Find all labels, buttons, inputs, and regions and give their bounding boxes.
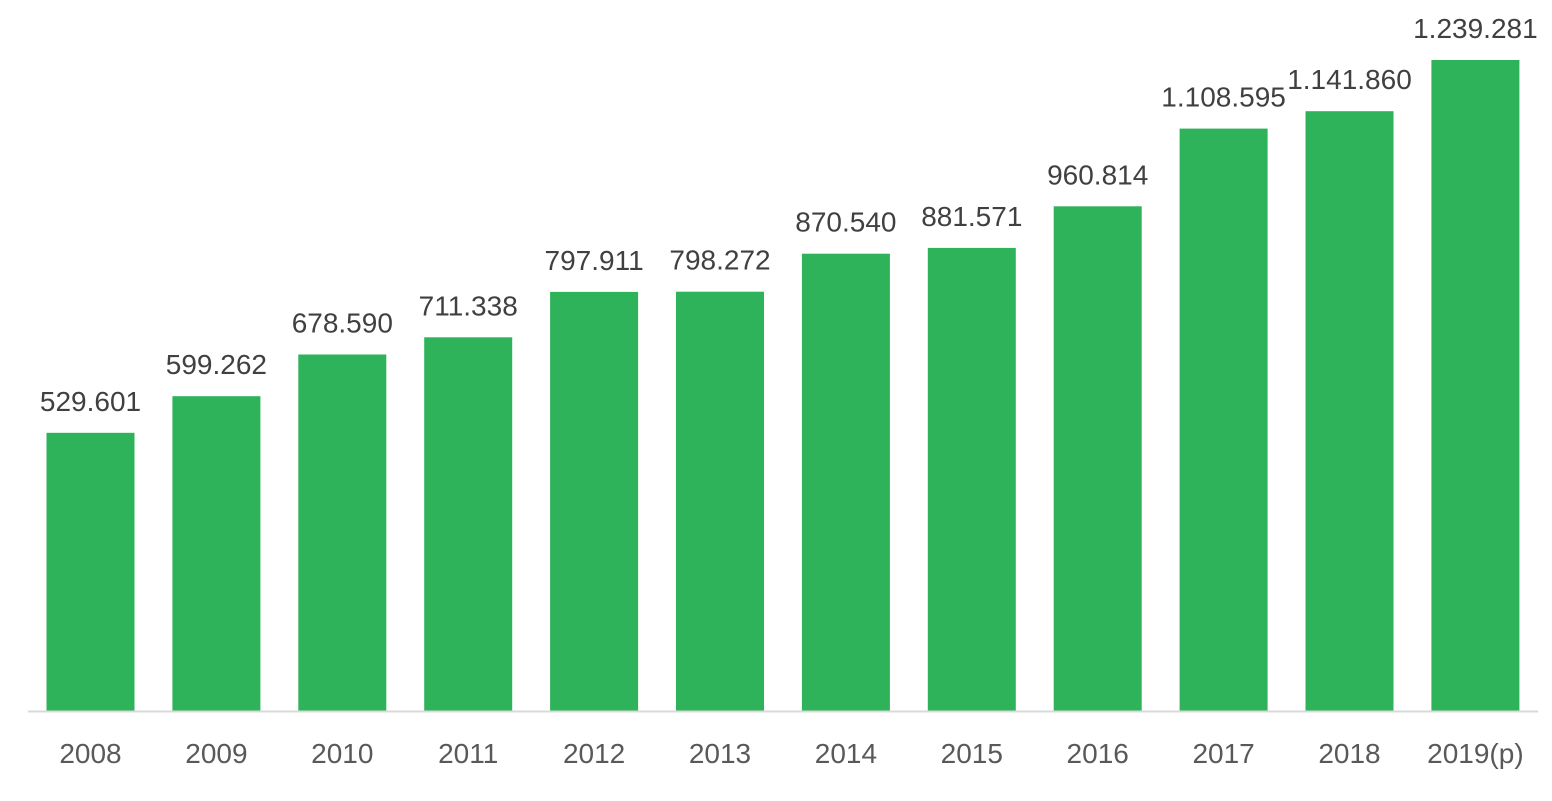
bar-2014	[801, 253, 890, 711]
value-label-2017: 1.108.595	[1161, 82, 1286, 113]
value-label-2012: 797.911	[545, 245, 644, 276]
value-label-2011: 711.338	[419, 290, 518, 321]
bar-2015	[927, 247, 1016, 711]
value-label-2019(p): 1.239.281	[1413, 13, 1538, 44]
value-label-2014: 870.540	[795, 207, 896, 238]
x-tick-label-2008: 2008	[59, 738, 121, 769]
x-tick-label-2016: 2016	[1067, 738, 1129, 769]
x-tick-label-2014: 2014	[815, 738, 877, 769]
value-label-2010: 678.590	[292, 308, 393, 339]
value-label-2015: 881.571	[921, 201, 1022, 232]
x-tick-label-2015: 2015	[941, 738, 1003, 769]
bars-group	[46, 60, 1520, 712]
bar-2012	[550, 291, 639, 711]
bar-2011	[424, 337, 513, 711]
x-tick-label-2010: 2010	[311, 738, 373, 769]
bar-2010	[298, 354, 387, 711]
x-tick-label-2017: 2017	[1192, 738, 1254, 769]
value-labels-group: 529.601 599.262 678.590 711.338 797.911 798.2…	[40, 13, 1538, 417]
x-tick-labels-group: 2008 2009 2010 2011 2012 2013 2014 2015 2016 2017…	[59, 738, 1523, 769]
bar-2013	[676, 291, 764, 711]
value-label-2009: 599.262	[166, 349, 267, 380]
bar-2009	[172, 396, 261, 711]
x-tick-label-2018: 2018	[1318, 738, 1380, 769]
value-label-2008: 529.601	[40, 386, 141, 417]
bar-2018	[1305, 111, 1394, 711]
x-tick-label-2009: 2009	[185, 738, 247, 769]
bar-2017	[1179, 128, 1268, 712]
bar-2019(p)	[1431, 60, 1520, 711]
value-label-2013: 798.272	[669, 245, 770, 276]
x-tick-label-2011: 2011	[438, 738, 498, 769]
x-tick-label-2012: 2012	[563, 738, 625, 769]
value-label-2018: 1.141.860	[1287, 64, 1412, 95]
bar-2008	[46, 432, 135, 711]
value-label-2016: 960.814	[1047, 159, 1148, 190]
x-tick-label-2019(p): 2019(p)	[1427, 738, 1524, 769]
x-tick-label-2013: 2013	[689, 738, 751, 769]
bar-2016	[1053, 206, 1142, 712]
